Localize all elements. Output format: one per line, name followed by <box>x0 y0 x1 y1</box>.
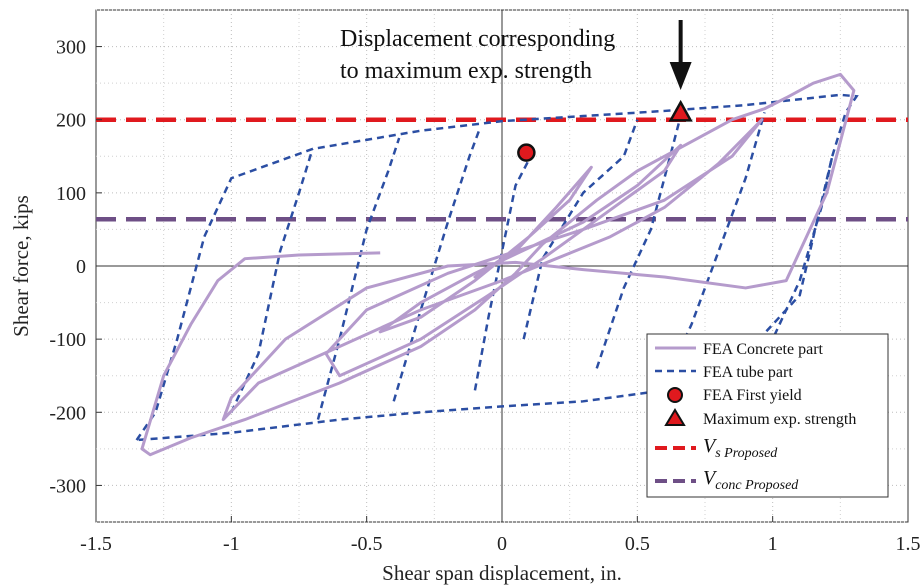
first-yield-marker <box>517 143 536 162</box>
y-tick-label: -300 <box>49 475 86 497</box>
y-tick-label: 200 <box>56 110 86 132</box>
x-tick-label: 0.5 <box>625 533 650 555</box>
tube-unloading-line <box>744 156 834 402</box>
x-tick-label: -1 <box>223 533 240 555</box>
legend-marker-max-strength <box>664 408 686 426</box>
tube-envelope-line <box>135 93 859 442</box>
x-axis-ticks: -1.5 -1 -0.5 0 0.5 1 1.5 <box>80 516 921 555</box>
legend-label-max-strength: Maximum exp. strength <box>703 411 856 428</box>
tube-unloading-line <box>522 119 639 340</box>
y-axis-ticks: -300 -200 -100 0 100 200 300 <box>49 37 102 497</box>
x-tick-label: -1.5 <box>80 533 112 555</box>
reference-lines <box>96 117 908 222</box>
annotation-arrow-head <box>669 62 692 90</box>
legend-label-concrete: FEA Concrete part <box>703 341 824 358</box>
annotation-line-2: to maximum exp. strength <box>340 58 592 84</box>
tube-unloading-line <box>230 148 314 413</box>
x-tick-label: -0.5 <box>351 533 383 555</box>
legend: FEA Concrete part FEA tube part FEA Firs… <box>646 333 889 498</box>
tube-unloading-line <box>595 115 682 369</box>
annotation: Displacement corresponding to maximum ex… <box>340 20 692 90</box>
legend-label-first-yield: FEA First yield <box>703 387 802 404</box>
legend-label-tube: FEA tube part <box>703 364 793 381</box>
markers <box>517 99 693 162</box>
max-strength-marker <box>668 99 693 122</box>
x-tick-label: 1 <box>768 533 778 555</box>
y-tick-label: 300 <box>56 37 86 59</box>
x-axis-title: Shear span displacement, in. <box>382 561 622 585</box>
legend-label-vconc: Vconc Proposed <box>703 467 799 493</box>
y-tick-label: 0 <box>76 256 86 278</box>
y-tick-label: -100 <box>49 329 86 351</box>
concrete-hysteresis-line <box>140 72 856 457</box>
y-tick-label: 100 <box>56 183 86 205</box>
y-tick-label: -200 <box>49 402 86 424</box>
tube-unloading-line <box>392 126 482 402</box>
annotation-line-1: Displacement corresponding <box>340 26 615 52</box>
x-tick-label: 0 <box>497 533 507 555</box>
tube-unloading-line <box>473 148 536 391</box>
y-axis-title: Shear force, kips <box>9 195 33 337</box>
legend-marker-first-yield <box>667 387 683 403</box>
legend-label-vs: Vs Proposed <box>703 435 778 461</box>
x-tick-label: 1.5 <box>896 533 921 555</box>
tube-unloading-line <box>316 137 401 420</box>
zero-lines <box>96 10 908 522</box>
legend-box <box>646 333 889 498</box>
